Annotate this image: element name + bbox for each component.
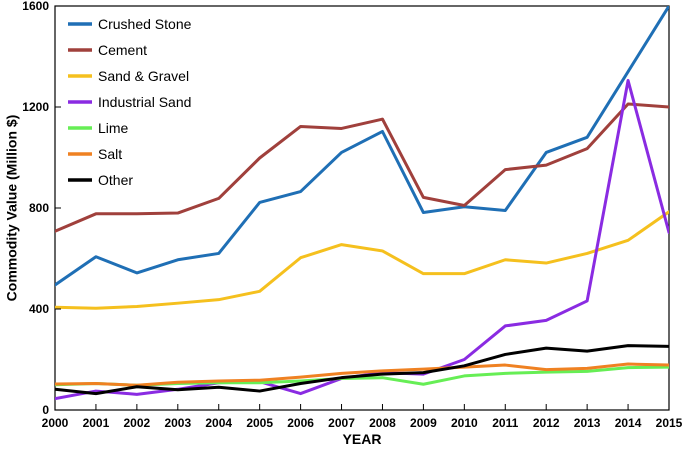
legend-label-industrial-sand: Industrial Sand: [98, 94, 191, 110]
x-tick-label: 2014: [615, 416, 642, 430]
x-tick-label: 2002: [124, 416, 151, 430]
legend-label-salt: Salt: [98, 146, 122, 162]
legend-label-cement: Cement: [98, 42, 147, 58]
legend: Crushed Stone Cement Sand & Gravel Industri…: [68, 16, 192, 188]
y-tick-label: 800: [29, 201, 49, 215]
legend-label-other: Other: [98, 172, 133, 188]
series-layer: [55, 6, 669, 401]
y-axis-title: Commodity Value (Million $): [4, 115, 20, 302]
x-tick-label: 2009: [410, 416, 437, 430]
series-line-salt: [55, 362, 669, 387]
legend-label-lime: Lime: [98, 120, 129, 136]
x-tick-label: 2003: [164, 416, 191, 430]
legend-label-crushed-stone: Crushed Stone: [98, 16, 192, 32]
x-axis: 2000 2001 2002 2003 2004 2005 2006 2007 2008 2009…: [42, 404, 683, 430]
x-tick-label: 2005: [246, 416, 273, 430]
x-tick-label: 2011: [492, 416, 518, 430]
x-axis-title: YEAR: [343, 431, 382, 447]
x-tick-label: 2004: [205, 416, 232, 430]
x-tick-label: 2012: [533, 416, 560, 430]
x-tick-label: 2007: [328, 416, 355, 430]
y-axis: 0 400 800 1200 1600: [22, 0, 61, 417]
x-tick-label: 2000: [42, 416, 69, 430]
y-tick-label: 1600: [22, 0, 49, 13]
legend-label-sand-gravel: Sand & Gravel: [98, 68, 189, 84]
series-line-other: [55, 344, 669, 396]
y-tick-label: 1200: [22, 100, 49, 114]
x-tick-label: 2015: [656, 416, 683, 430]
x-tick-label: 2006: [287, 416, 314, 430]
series-line-crushed-stone: [55, 6, 669, 287]
x-tick-label: 2013: [574, 416, 601, 430]
series-line-sand-gravel: [55, 210, 669, 310]
series-line-cement: [55, 102, 669, 233]
x-tick-label: 2008: [369, 416, 396, 430]
y-tick-label: 0: [42, 403, 49, 417]
x-tick-label: 2001: [83, 416, 110, 430]
y-tick-label: 400: [29, 302, 49, 316]
x-tick-label: 2010: [451, 416, 478, 430]
